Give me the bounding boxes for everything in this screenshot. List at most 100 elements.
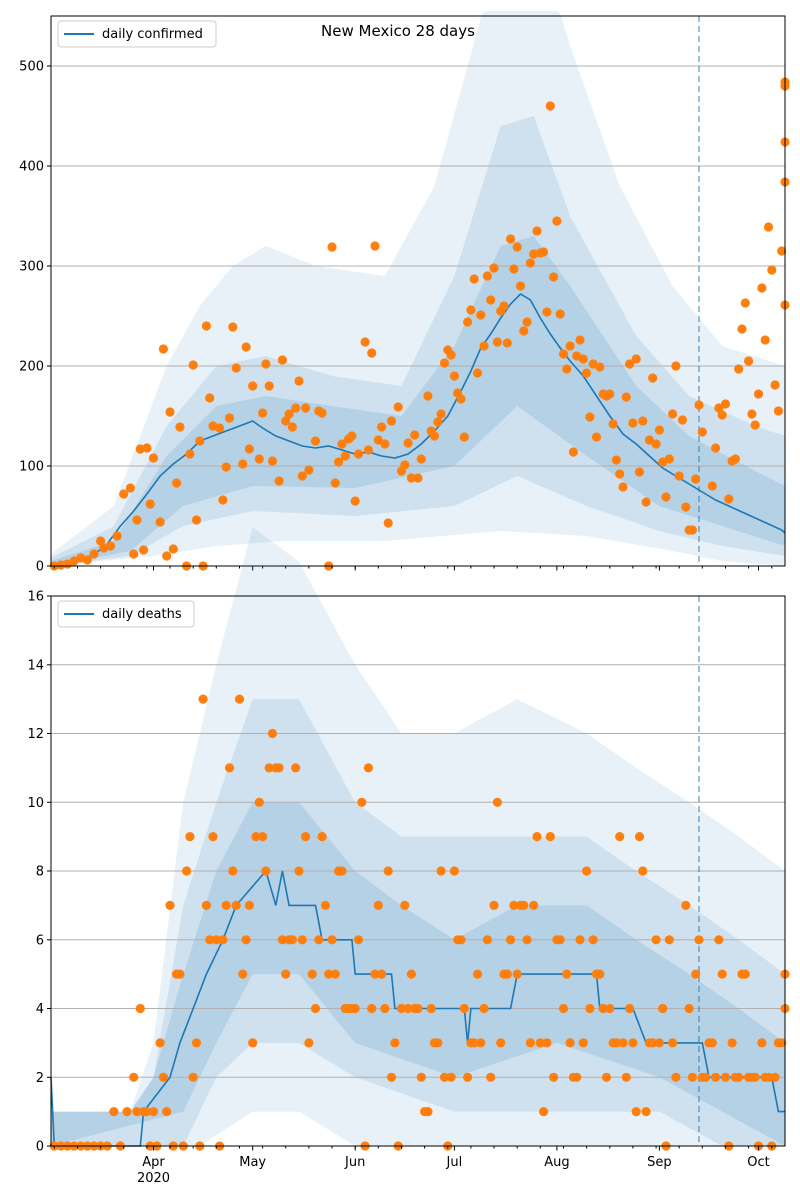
confirmed-observed-point bbox=[310, 436, 321, 446]
deaths-observed-point bbox=[476, 1038, 486, 1048]
deaths-observed-point bbox=[301, 832, 311, 842]
confirmed-observed-point bbox=[129, 549, 139, 559]
deaths-observed-point bbox=[512, 969, 522, 979]
deaths-observed-point bbox=[757, 1038, 767, 1048]
deaths-y-tick-label: 14 bbox=[27, 658, 44, 673]
deaths-observed-point bbox=[241, 935, 251, 945]
confirmed-observed-point bbox=[651, 439, 661, 449]
deaths-observed-point bbox=[701, 1072, 711, 1082]
confirmed-observed-point bbox=[502, 338, 512, 348]
confirmed-observed-point bbox=[744, 356, 754, 366]
confirmed-observed-point bbox=[466, 305, 476, 315]
deaths-band-middle bbox=[51, 699, 785, 1146]
deaths-observed-point bbox=[777, 1038, 787, 1048]
confirmed-observed-point bbox=[363, 445, 373, 455]
confirmed-observed-point bbox=[82, 555, 92, 565]
confirmed-observed-point bbox=[777, 246, 787, 256]
confirmed-observed-point bbox=[337, 439, 347, 449]
deaths-observed-point bbox=[291, 763, 301, 773]
deaths-observed-point bbox=[109, 1107, 119, 1117]
confirmed-observed-point bbox=[747, 409, 757, 419]
confirmed-observed-point bbox=[244, 444, 254, 454]
deaths-line-series bbox=[50, 869, 785, 1147]
confirmed-observed-point bbox=[674, 471, 684, 481]
deaths-observed-point bbox=[132, 1107, 142, 1117]
confirmed-observed-point bbox=[413, 473, 423, 483]
deaths-observed-point bbox=[714, 935, 724, 945]
deaths-observed-point bbox=[740, 969, 750, 979]
deaths-observed-point bbox=[535, 1038, 545, 1048]
deaths-observed-point bbox=[558, 1003, 569, 1014]
deaths-observed-point bbox=[720, 1072, 731, 1082]
confirmed-observed-point bbox=[677, 415, 688, 425]
deaths-observed-point bbox=[565, 1038, 575, 1048]
deaths-observed-point bbox=[314, 935, 324, 945]
x-tick-label: May bbox=[239, 1155, 266, 1170]
confirmed-observed-point bbox=[773, 406, 784, 416]
deaths-observed-point bbox=[211, 935, 221, 945]
confirmed-observed-point bbox=[112, 531, 122, 541]
confirmed-observed-point bbox=[294, 376, 304, 386]
confirmed-observed-point bbox=[668, 409, 678, 419]
confirmed-y-tick-label: 500 bbox=[19, 60, 44, 75]
confirmed-observed-point bbox=[512, 242, 522, 252]
deaths-observed-point bbox=[400, 900, 410, 911]
confirmed-x-ticks bbox=[53, 566, 773, 571]
confirmed-observed-point bbox=[671, 361, 681, 371]
confirmed-observed-point bbox=[155, 517, 165, 527]
deaths-y-tick-label: 4 bbox=[36, 1002, 44, 1017]
deaths-observed-point bbox=[648, 1038, 658, 1048]
confirmed-observed-point bbox=[707, 481, 717, 491]
deaths-observed-point bbox=[545, 832, 555, 842]
confirmed-observed-point bbox=[195, 436, 205, 446]
confirmed-observed-point bbox=[456, 394, 466, 404]
deaths-observed-point bbox=[605, 1003, 615, 1014]
deaths-observed-point bbox=[327, 935, 337, 945]
deaths-legend-label: daily deaths bbox=[102, 607, 182, 622]
confirmed-legend: daily confirmed bbox=[57, 20, 217, 48]
deaths-observed-point bbox=[258, 832, 268, 842]
confirmed-observed-point bbox=[681, 502, 691, 512]
confirmed-observed-point bbox=[479, 341, 489, 351]
confirmed-observed-point bbox=[631, 354, 641, 364]
confirmed-observed-point bbox=[661, 492, 671, 502]
confirmed-observed-point bbox=[350, 496, 360, 506]
confirmed-observed-point bbox=[711, 443, 721, 453]
deaths-observed-point bbox=[264, 763, 274, 773]
confirmed-observed-point bbox=[433, 417, 443, 427]
confirmed-observed-point bbox=[585, 412, 595, 422]
confirmed-y-tick-label: 0 bbox=[36, 560, 44, 575]
deaths-observed-point bbox=[638, 866, 648, 876]
confirmed-observed-point bbox=[148, 453, 159, 463]
deaths-observed-point bbox=[684, 1003, 694, 1014]
deaths-observed-point bbox=[439, 1072, 450, 1082]
deaths-observed-point bbox=[294, 866, 304, 876]
confirmed-observed-point bbox=[340, 451, 350, 461]
confirmed-observed-point bbox=[472, 368, 483, 378]
deaths-observed-point bbox=[492, 797, 502, 807]
confirmed-observed-point bbox=[291, 403, 301, 413]
confirmed-observed-point bbox=[492, 337, 502, 347]
deaths-y-tick-label: 0 bbox=[36, 1140, 44, 1155]
confirmed-observed-point bbox=[532, 226, 542, 236]
deaths-y-ticks: 0 2 4 6 8 10 12 14 16 bbox=[27, 590, 51, 1155]
deaths-observed-point bbox=[155, 1038, 165, 1048]
confirmed-observed-point bbox=[654, 425, 665, 435]
deaths-observed-point bbox=[373, 900, 383, 911]
deaths-observed-point bbox=[539, 1107, 549, 1117]
deaths-observed-point bbox=[403, 1003, 413, 1014]
confirmed-observed-point bbox=[281, 416, 291, 426]
confirmed-observed-point bbox=[175, 422, 185, 432]
confirmed-observed-point bbox=[317, 408, 327, 418]
confirmed-observed-point bbox=[770, 380, 780, 390]
deaths-y-tick-label: 16 bbox=[27, 590, 44, 605]
confirmed-observed-point bbox=[370, 241, 380, 251]
confirmed-observed-point bbox=[347, 431, 357, 441]
confirmed-observed-point bbox=[687, 525, 698, 535]
deaths-observed-point bbox=[664, 935, 674, 945]
deaths-observed-point bbox=[578, 1038, 588, 1048]
confirmed-observed-point bbox=[218, 495, 228, 505]
confirmed-observed-point bbox=[231, 363, 241, 373]
deaths-observed-point bbox=[585, 1003, 595, 1014]
